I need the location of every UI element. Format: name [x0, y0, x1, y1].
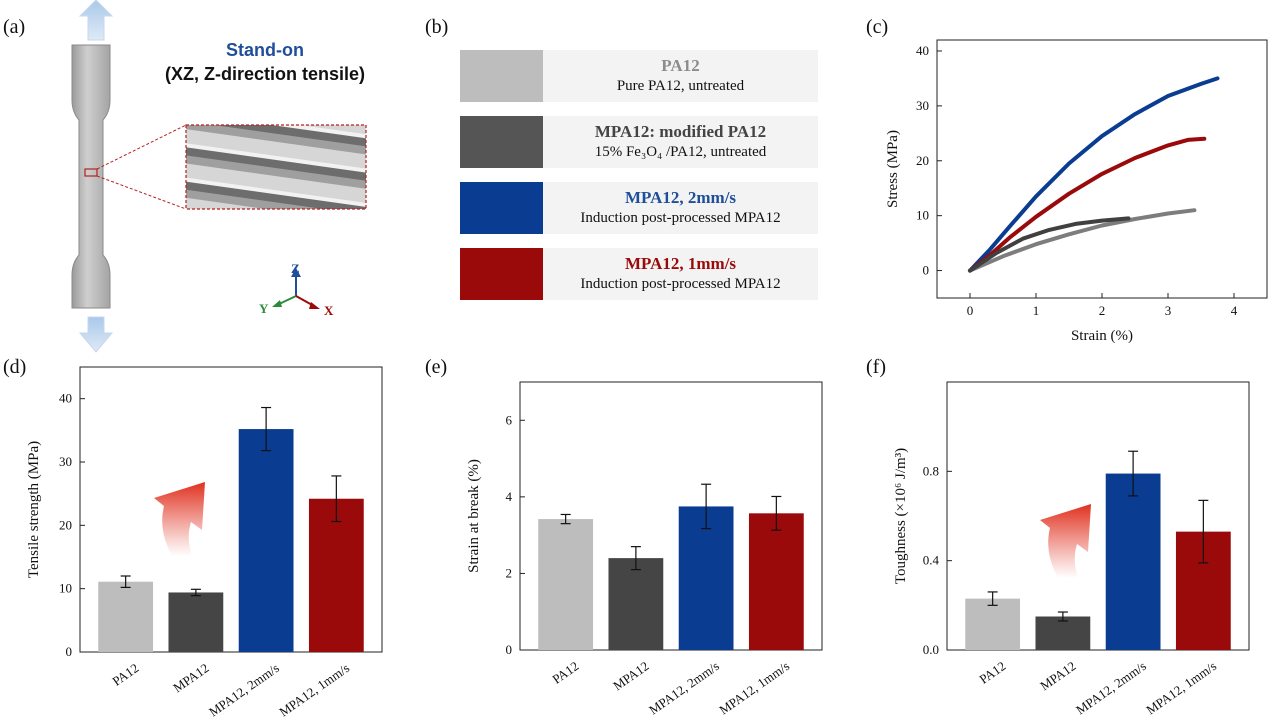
series-line: [968, 208, 1197, 273]
orientation-title: Stand-on: [226, 40, 304, 60]
legend-item-mpa12-2mm: MPA12, 2mm/s Induction post-processed MP…: [460, 182, 818, 234]
category-label: PA12: [109, 660, 141, 689]
legend-swatch: [460, 116, 543, 168]
y-tick-label: 0.4: [923, 553, 940, 568]
panel-label-f: (f): [866, 356, 886, 378]
bar: [538, 519, 594, 650]
panel-label-c: (c): [866, 16, 888, 38]
bar: [678, 506, 734, 650]
y-tick-label: 0.8: [923, 463, 939, 478]
panel-label-e: (e): [425, 356, 447, 378]
x-tick-label: 0: [967, 303, 974, 318]
category-label: PA12: [549, 658, 581, 687]
x-tick-label: 2: [1099, 303, 1106, 318]
x-tick-label: 3: [1165, 303, 1172, 318]
bar: [608, 558, 664, 650]
category-label: MPA12, 1mm/s: [1143, 658, 1219, 717]
legend-item-mpa12-1mm: MPA12, 1mm/s Induction post-processed MP…: [460, 248, 818, 300]
y-axis-label: Strain at break (%): [466, 459, 482, 573]
category-label: PA12: [976, 658, 1008, 687]
y-tick-label: 2: [506, 565, 513, 580]
x-tick-label: 1: [1033, 303, 1040, 318]
bar: [1035, 616, 1091, 650]
axis-y-label: Y: [259, 301, 269, 316]
legend-title: MPA12: modified PA12: [594, 122, 767, 141]
y-tick-label: 40: [916, 43, 929, 58]
y-axis-label: Stress (MPa): [885, 130, 901, 208]
category-label: MPA12, 2mm/s: [206, 660, 282, 719]
plot-frame: [519, 381, 823, 651]
bar: [98, 581, 154, 652]
legend-item-pa12: PA12 Pure PA12, untreated: [460, 50, 818, 102]
category-label: MPA12, 1mm/s: [276, 660, 352, 719]
orientation-subtitle: (XZ, Z-direction tensile): [165, 64, 365, 84]
y-axis-label: Tensile strength (MPa): [26, 441, 42, 578]
panel-a-illustration: Stand-on (XZ, Z-direction tensile) Z Y X: [71, 0, 367, 353]
trend-arrow-icon: [1040, 504, 1091, 578]
legend-swatch: [460, 248, 543, 300]
bar: [748, 513, 804, 650]
y-tick-label: 40: [59, 391, 72, 406]
y-tick-label: 0: [923, 263, 930, 278]
x-tick-label: 4: [1231, 303, 1238, 318]
coordinate-axes-icon: Z Y X: [259, 261, 334, 318]
y-tick-label: 6: [506, 412, 513, 427]
category-label: MPA12: [170, 660, 211, 695]
bar: [1105, 473, 1161, 650]
bar: [168, 592, 224, 652]
series-line: [968, 216, 1131, 273]
zoom-region-marker: [84, 168, 98, 177]
y-tick-label: 10: [916, 208, 929, 223]
load-arrow-up-icon: [78, 0, 114, 41]
series-line: [968, 76, 1220, 273]
legend-title: PA12: [661, 56, 700, 75]
legend-swatch: [460, 50, 543, 102]
legend-item-mpa12: MPA12: modified PA12 15% Fe₃O₄ /PA12, un…: [460, 116, 818, 168]
bar: [965, 598, 1021, 650]
bar: [308, 498, 364, 652]
y-axis-label: Toughness (×10⁶ J/m³): [893, 448, 909, 584]
axis-x-label: X: [324, 303, 334, 318]
trend-arrow-icon: [154, 482, 205, 556]
legend-swatch: [460, 182, 543, 234]
plot-frame: [79, 366, 383, 653]
legend-subtitle: Induction post-processed MPA12: [580, 276, 781, 292]
legend-subtitle: Pure PA12, untreated: [616, 78, 745, 94]
y-tick-label: 10: [59, 581, 72, 596]
axis-z-label: Z: [291, 261, 300, 276]
y-tick-label: 30: [916, 98, 929, 113]
panel-label-a: (a): [3, 16, 25, 38]
legend-title: MPA12, 1mm/s: [624, 254, 737, 273]
y-tick-label: 4: [506, 489, 513, 504]
category-label: MPA12, 2mm/s: [646, 658, 722, 717]
legend-subtitle: Induction post-processed MPA12: [580, 210, 781, 226]
legend-subtitle: 15% Fe₃O₄ /PA12, untreated: [594, 144, 767, 160]
legend-title: MPA12, 2mm/s: [624, 188, 737, 207]
category-label: MPA12: [610, 658, 651, 693]
y-tick-label: 20: [59, 517, 72, 532]
category-label: MPA12, 2mm/s: [1073, 658, 1149, 717]
y-tick-label: 0: [66, 644, 73, 659]
panel-label-d: (d): [3, 356, 26, 378]
panel-label-b: (b): [425, 16, 448, 38]
load-arrow-down-icon: [78, 316, 114, 353]
category-label: MPA12: [1037, 658, 1078, 693]
y-tick-label: 0.0: [923, 642, 939, 657]
x-axis-label: Strain (%): [1071, 328, 1133, 344]
y-tick-label: 20: [916, 153, 929, 168]
y-tick-label: 30: [59, 454, 72, 469]
zoomed-layer-texture: [185, 124, 367, 210]
category-label: MPA12, 1mm/s: [716, 658, 792, 717]
plot-frame: [946, 381, 1250, 651]
bar: [238, 429, 294, 652]
y-tick-label: 0: [506, 642, 513, 657]
series-line: [968, 136, 1207, 273]
